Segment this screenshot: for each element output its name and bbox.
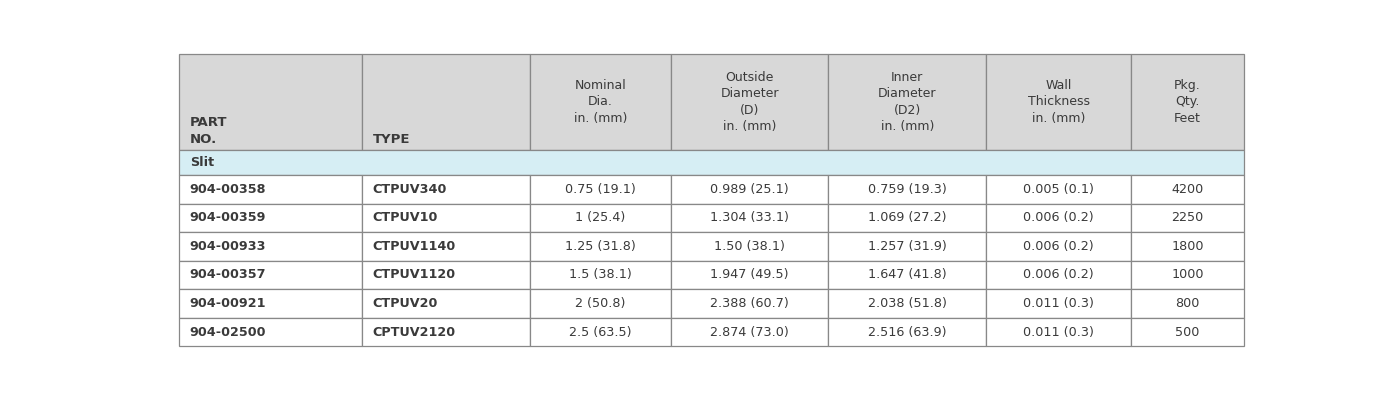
Bar: [1131, 261, 1244, 289]
Bar: [362, 261, 530, 289]
Bar: [362, 232, 530, 261]
Bar: [1131, 289, 1244, 318]
Bar: [829, 53, 985, 150]
Text: 904-00359: 904-00359: [190, 211, 266, 225]
Text: 1 (25.4): 1 (25.4): [576, 211, 626, 225]
Text: Outside
Diameter
(D)
in. (mm): Outside Diameter (D) in. (mm): [720, 70, 779, 133]
Text: Nominal
Dia.
in. (mm): Nominal Dia. in. (mm): [573, 79, 627, 125]
Bar: [530, 175, 670, 204]
Bar: [530, 232, 670, 261]
Text: Slit: Slit: [190, 156, 214, 169]
Bar: [530, 289, 670, 318]
Bar: [670, 232, 829, 261]
Bar: [179, 261, 362, 289]
Text: 800: 800: [1176, 297, 1199, 310]
Bar: [829, 318, 985, 346]
Text: 904-00921: 904-00921: [190, 297, 266, 310]
Text: 1.50 (38.1): 1.50 (38.1): [715, 240, 786, 253]
Text: Wall
Thickness
in. (mm): Wall Thickness in. (mm): [1027, 79, 1090, 125]
Bar: [985, 289, 1131, 318]
Text: 1.5 (38.1): 1.5 (38.1): [569, 268, 632, 282]
Bar: [829, 232, 985, 261]
Text: Inner
Diameter
(D2)
in. (mm): Inner Diameter (D2) in. (mm): [879, 70, 937, 133]
Text: 2.874 (73.0): 2.874 (73.0): [711, 326, 788, 339]
Bar: [985, 232, 1131, 261]
Bar: [670, 53, 829, 150]
Bar: [179, 53, 362, 150]
Bar: [670, 261, 829, 289]
Text: TYPE: TYPE: [373, 133, 411, 146]
Text: CTPUV20: CTPUV20: [373, 297, 439, 310]
Text: CPTUV2120: CPTUV2120: [373, 326, 455, 339]
Bar: [1131, 175, 1244, 204]
Text: Pkg.
Qty.
Feet: Pkg. Qty. Feet: [1174, 79, 1201, 125]
Bar: [530, 261, 670, 289]
Text: 0.006 (0.2): 0.006 (0.2): [1023, 268, 1094, 282]
Bar: [362, 289, 530, 318]
Bar: [670, 204, 829, 232]
Text: CTPUV10: CTPUV10: [373, 211, 439, 225]
Bar: [179, 232, 362, 261]
Bar: [179, 175, 362, 204]
Text: 2.388 (60.7): 2.388 (60.7): [711, 297, 788, 310]
Bar: [530, 204, 670, 232]
Text: 1.25 (31.8): 1.25 (31.8): [565, 240, 636, 253]
Bar: [362, 175, 530, 204]
Text: 1800: 1800: [1171, 240, 1203, 253]
Text: 500: 500: [1176, 326, 1199, 339]
Text: 0.011 (0.3): 0.011 (0.3): [1023, 326, 1094, 339]
Text: 0.005 (0.1): 0.005 (0.1): [1023, 183, 1094, 196]
Text: 2.516 (63.9): 2.516 (63.9): [868, 326, 947, 339]
Text: 2.038 (51.8): 2.038 (51.8): [868, 297, 947, 310]
Bar: [1131, 318, 1244, 346]
Text: 0.989 (25.1): 0.989 (25.1): [711, 183, 788, 196]
Text: 904-00358: 904-00358: [190, 183, 266, 196]
Text: 0.759 (19.3): 0.759 (19.3): [868, 183, 947, 196]
Bar: [829, 204, 985, 232]
Text: CTPUV1120: CTPUV1120: [373, 268, 455, 282]
Bar: [179, 150, 1244, 175]
Bar: [179, 289, 362, 318]
Text: 1000: 1000: [1171, 268, 1203, 282]
Text: 1.947 (49.5): 1.947 (49.5): [711, 268, 788, 282]
Text: 1.069 (27.2): 1.069 (27.2): [868, 211, 947, 225]
Bar: [985, 53, 1131, 150]
Bar: [670, 289, 829, 318]
Bar: [985, 204, 1131, 232]
Bar: [829, 261, 985, 289]
Text: 904-02500: 904-02500: [190, 326, 266, 339]
Text: 904-00933: 904-00933: [190, 240, 266, 253]
Bar: [179, 204, 362, 232]
Bar: [985, 318, 1131, 346]
Text: CTPUV1140: CTPUV1140: [373, 240, 457, 253]
Bar: [670, 318, 829, 346]
Text: 0.006 (0.2): 0.006 (0.2): [1023, 240, 1094, 253]
Bar: [985, 261, 1131, 289]
Bar: [530, 318, 670, 346]
Bar: [362, 53, 530, 150]
Bar: [829, 175, 985, 204]
Text: 2250: 2250: [1171, 211, 1203, 225]
Text: 1.647 (41.8): 1.647 (41.8): [868, 268, 947, 282]
Text: 0.011 (0.3): 0.011 (0.3): [1023, 297, 1094, 310]
Bar: [1131, 53, 1244, 150]
Text: 1.257 (31.9): 1.257 (31.9): [868, 240, 947, 253]
Text: 0.006 (0.2): 0.006 (0.2): [1023, 211, 1094, 225]
Bar: [829, 289, 985, 318]
Text: 904-00357: 904-00357: [190, 268, 266, 282]
Bar: [670, 175, 829, 204]
Bar: [179, 318, 362, 346]
Text: CTPUV340: CTPUV340: [373, 183, 447, 196]
Bar: [985, 175, 1131, 204]
Text: 2 (50.8): 2 (50.8): [576, 297, 626, 310]
Bar: [1131, 232, 1244, 261]
Text: PART
NO.: PART NO.: [190, 116, 228, 146]
Bar: [530, 53, 670, 150]
Text: 1.304 (33.1): 1.304 (33.1): [711, 211, 790, 225]
Bar: [1131, 204, 1244, 232]
Text: 4200: 4200: [1171, 183, 1203, 196]
Bar: [362, 318, 530, 346]
Bar: [362, 204, 530, 232]
Text: 0.75 (19.1): 0.75 (19.1): [565, 183, 636, 196]
Text: 2.5 (63.5): 2.5 (63.5): [569, 326, 632, 339]
